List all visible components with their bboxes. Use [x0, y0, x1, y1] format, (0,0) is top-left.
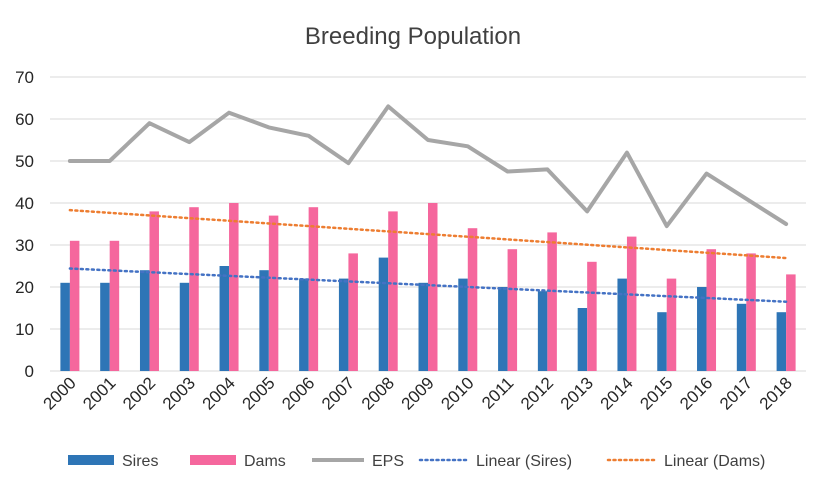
x-tick-label-2000: 2000: [40, 373, 80, 413]
bar-dams-2003: [189, 207, 199, 371]
trendline-linear-dams: [68, 208, 788, 260]
bar-dams-2006: [308, 207, 319, 371]
legend-item-sires: Sires: [68, 453, 158, 470]
bar-sires-2010: [458, 278, 468, 371]
bar-sires-2005: [259, 270, 269, 371]
bar-dams-2010: [467, 228, 478, 371]
legend-label: EPS: [372, 453, 404, 470]
y-tick-label: 30: [15, 236, 34, 255]
x-tick-label-2001: 2001: [79, 373, 119, 413]
bar-sires-2011: [498, 287, 508, 371]
x-tick-label-2013: 2013: [557, 373, 597, 413]
bar-sires-2013: [577, 308, 588, 371]
legend-label: Linear (Dams): [664, 453, 765, 470]
bar-sires-2004: [219, 266, 230, 371]
legend-item-dams: Dams: [190, 453, 286, 470]
x-tick-label-2005: 2005: [238, 373, 278, 413]
bar-sires-2017: [736, 303, 747, 371]
x-tick-label-2010: 2010: [437, 373, 477, 413]
x-tick-label-2012: 2012: [517, 373, 557, 413]
legend-item-linear-sires: Linear (Sires): [418, 453, 572, 470]
y-tick-label: 70: [15, 68, 34, 87]
y-tick-label: 60: [15, 110, 34, 129]
x-tick-label-2015: 2015: [636, 373, 676, 413]
bar-dams-2018: [786, 274, 796, 371]
bar-sires-2009: [418, 282, 428, 371]
bar-dams-2002: [149, 211, 159, 371]
legend-label: Dams: [244, 453, 286, 470]
legend-swatch: [68, 455, 114, 465]
x-tick-label-2008: 2008: [358, 373, 398, 413]
bar-dams-2005: [268, 215, 279, 371]
bar-sires-2003: [179, 282, 190, 371]
bar-sires-2007: [338, 278, 349, 371]
x-tick-label-2016: 2016: [676, 373, 716, 413]
bar-sires-2012: [537, 291, 548, 371]
x-tick-label-2007: 2007: [318, 373, 358, 413]
legend-label: Linear (Sires): [476, 453, 572, 470]
bar-dams-2009: [428, 203, 438, 371]
bar-sires-2015: [657, 312, 667, 371]
lines: [67, 104, 789, 303]
bar-sires-2018: [776, 312, 787, 371]
legend: Sires Dams EPS Linear (Sires) Linear (Dams): [68, 453, 765, 470]
y-axis-ticks: 0 10 20 30 40 50 60 70: [15, 68, 34, 381]
bar-dams-2007: [348, 253, 358, 371]
bar-sires-2008: [378, 257, 389, 371]
bar-dams-2015: [666, 278, 677, 371]
line-eps: [67, 104, 789, 229]
x-tick-label-2009: 2009: [398, 373, 438, 413]
bar-dams-2016: [706, 249, 717, 371]
bar-dams-2000: [69, 240, 80, 371]
x-tick-label-2004: 2004: [199, 373, 239, 413]
x-tick-label-2003: 2003: [159, 373, 199, 413]
bar-sires-2016: [697, 287, 707, 371]
bar-sires-2002: [139, 270, 150, 371]
bar-dams-2008: [388, 211, 398, 371]
bar-dams-2004: [229, 203, 239, 371]
bar-dams-2013: [587, 261, 597, 371]
legend-item-linear-dams: Linear (Dams): [606, 453, 765, 470]
bar-dams-2017: [746, 253, 756, 371]
x-tick-label-2018: 2018: [756, 373, 796, 413]
bar-sires-2000: [60, 282, 70, 371]
chart-title: Breeding Population: [305, 23, 521, 50]
y-tick-label: 0: [25, 362, 34, 381]
legend-label: Sires: [122, 453, 158, 470]
bar-dams-2012: [547, 232, 557, 371]
bar-dams-2001: [109, 240, 120, 371]
x-tick-label-2014: 2014: [597, 373, 637, 413]
bar-sires-2014: [617, 278, 627, 371]
bar-sires-2006: [299, 278, 309, 371]
y-tick-label: 40: [15, 194, 34, 213]
bars: [60, 203, 796, 371]
trendline-linear-sires: [68, 267, 788, 303]
x-tick-label-2011: 2011: [478, 373, 517, 412]
legend-item-eps: EPS: [312, 453, 404, 470]
y-tick-label: 10: [15, 320, 34, 339]
x-tick-label-2006: 2006: [278, 373, 318, 413]
legend-swatch: [190, 455, 236, 465]
y-tick-label: 20: [15, 278, 34, 297]
bar-dams-2011: [507, 249, 518, 371]
bar-sires-2001: [100, 282, 110, 371]
x-tick-label-2002: 2002: [119, 373, 159, 413]
x-axis-ticks: 2000 2001 2002 2003 2004 2005 2006 2007 2008 2009…: [40, 373, 796, 413]
bar-dams-2014: [626, 236, 637, 371]
y-tick-label: 50: [15, 152, 34, 171]
x-tick-label-2017: 2017: [716, 373, 756, 413]
